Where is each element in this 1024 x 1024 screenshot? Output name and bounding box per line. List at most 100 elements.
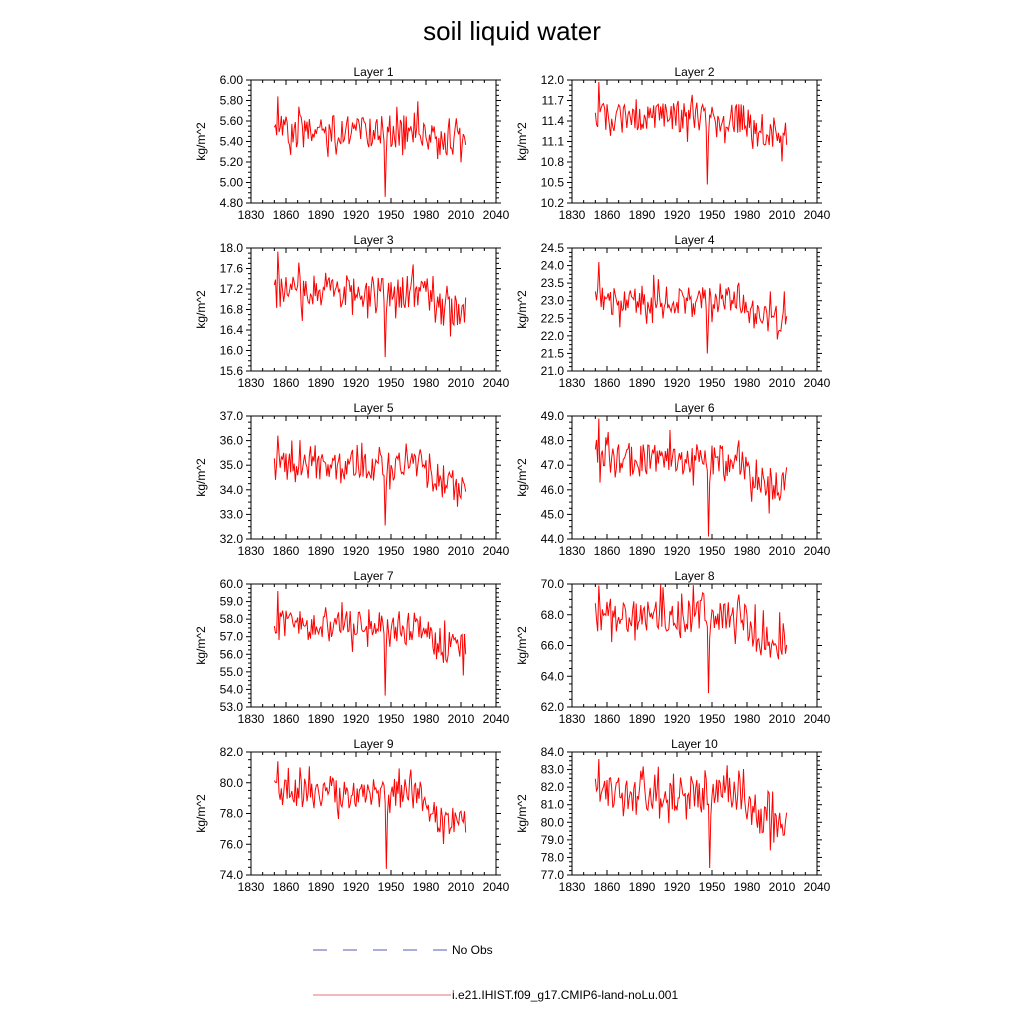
x-tick-label: 1860 [273, 208, 300, 222]
panel-layer-6: Layer 6 kg/m^2 1830 1860 1890 1920 1950 1980 201… [515, 401, 831, 558]
y-tick-label: 15.6 [220, 364, 244, 378]
panel-layer-4: Layer 4 kg/m^2 1830 1860 1890 1920 1950 1980 201… [515, 233, 831, 390]
panel-layer-1: Layer 1 kg/m^2 1830 1860 1890 1920 1950 1980 201… [194, 65, 510, 222]
x-tick-label: 1950 [378, 880, 405, 894]
x-tick-label: 1860 [594, 544, 621, 558]
y-tick-label: 16.8 [220, 303, 244, 317]
y-tick-label: 23.5 [541, 276, 565, 290]
y-tick-label: 57.0 [220, 630, 244, 644]
y-axis-label: kg/m^2 [194, 626, 208, 665]
x-tick-label: 1860 [273, 544, 300, 558]
x-tick-label: 1980 [734, 544, 761, 558]
y-tick-label: 78.0 [541, 850, 565, 864]
panel-layer-5: Layer 5 kg/m^2 1830 1860 1890 1920 1950 1980 201… [194, 401, 510, 558]
x-tick-label: 1830 [559, 880, 586, 894]
x-tick-label: 1860 [273, 712, 300, 726]
y-tick-label: 46.0 [541, 483, 565, 497]
y-tick-label: 11.4 [542, 114, 565, 128]
panel-layer-7: Layer 7 kg/m^2 1830 1860 1890 1920 1950 1980 201… [194, 569, 510, 726]
x-tick-label: 1890 [629, 544, 656, 558]
y-tick-label: 83.0 [541, 763, 565, 777]
x-tick-label: 1950 [378, 544, 405, 558]
y-tick-label: 45.0 [541, 507, 565, 521]
x-tick-label: 2010 [769, 880, 796, 894]
x-tick-label: 1950 [378, 208, 405, 222]
x-tick-label: 2040 [483, 880, 510, 894]
x-tick-label: 1890 [629, 880, 656, 894]
series-line [273, 435, 467, 526]
y-tick-label: 54.0 [220, 682, 244, 696]
x-tick-label: 1920 [664, 376, 691, 390]
legend: No Obs i.e21.IHIST.f09_g17.CMIP6-land-no… [313, 943, 678, 1002]
y-tick-label: 77.0 [541, 868, 565, 882]
panel-layer-10: Layer 10 kg/m^2 1830 1860 1890 1920 1950 1980 20… [515, 737, 831, 894]
x-tick-label: 1830 [238, 208, 265, 222]
x-tick-label: 1830 [559, 208, 586, 222]
x-tick-label: 1920 [343, 208, 370, 222]
y-tick-label: 37.0 [220, 409, 244, 423]
x-tick-label: 1860 [594, 208, 621, 222]
x-tick-label: 1920 [664, 544, 691, 558]
y-tick-label: 33.0 [220, 507, 244, 521]
y-tick-label: 22.5 [541, 311, 565, 325]
y-tick-label: 18.0 [220, 241, 244, 255]
series-line [273, 96, 467, 197]
y-tick-label: 17.6 [220, 262, 244, 276]
y-axis-label: kg/m^2 [515, 794, 529, 833]
x-tick-label: 1980 [413, 376, 440, 390]
x-tick-label: 1980 [734, 208, 761, 222]
y-tick-label: 10.5 [541, 176, 565, 190]
x-tick-label: 1980 [413, 712, 440, 726]
series-line [273, 591, 467, 696]
x-tick-label: 1890 [629, 376, 656, 390]
x-tick-label: 1950 [378, 712, 405, 726]
y-tick-label: 53.0 [220, 700, 244, 714]
x-tick-label: 2040 [804, 208, 831, 222]
y-tick-label: 10.8 [541, 155, 565, 169]
panel-title: Layer 5 [353, 401, 393, 415]
y-tick-label: 80.0 [220, 776, 244, 790]
y-tick-label: 64.0 [541, 669, 565, 683]
y-tick-label: 81.0 [541, 798, 565, 812]
x-tick-label: 1980 [413, 880, 440, 894]
x-tick-label: 1830 [559, 544, 586, 558]
y-tick-label: 11.7 [542, 94, 565, 108]
panel-title: Layer 3 [353, 233, 393, 247]
y-tick-label: 62.0 [541, 700, 565, 714]
y-tick-label: 24.5 [541, 241, 565, 255]
y-tick-label: 16.0 [220, 344, 244, 358]
y-tick-label: 5.00 [220, 176, 244, 190]
y-axis-label: kg/m^2 [194, 794, 208, 833]
y-tick-label: 56.0 [220, 647, 244, 661]
y-tick-label: 34.0 [220, 483, 244, 497]
series-line [273, 251, 467, 358]
y-tick-label: 11.1 [542, 135, 565, 149]
panel-title: Layer 6 [674, 401, 714, 415]
x-tick-label: 2040 [483, 712, 510, 726]
panel-layer-2: Layer 2 kg/m^2 1830 1860 1890 1920 1950 1980 201… [515, 65, 831, 222]
panel-layer-9: Layer 9 kg/m^2 1830 1860 1890 1920 1950 1980 201… [194, 737, 510, 894]
y-tick-label: 22.0 [541, 329, 565, 343]
x-tick-label: 1890 [308, 544, 335, 558]
x-tick-label: 1890 [629, 712, 656, 726]
y-tick-label: 78.0 [220, 807, 244, 821]
series-line [594, 82, 788, 185]
x-tick-label: 1830 [238, 712, 265, 726]
x-tick-label: 1980 [413, 544, 440, 558]
series-line [594, 759, 788, 868]
y-tick-label: 5.40 [220, 135, 244, 149]
x-tick-label: 2040 [804, 376, 831, 390]
x-tick-label: 2040 [804, 544, 831, 558]
panel-title: Layer 8 [674, 569, 714, 583]
y-tick-label: 21.0 [541, 364, 565, 378]
x-tick-label: 1980 [734, 376, 761, 390]
x-tick-label: 1890 [308, 712, 335, 726]
panel-title: Layer 9 [353, 737, 393, 751]
x-tick-label: 2040 [483, 376, 510, 390]
y-tick-label: 58.0 [220, 612, 244, 626]
panel-title: Layer 7 [353, 569, 393, 583]
y-tick-label: 21.5 [541, 346, 565, 360]
x-tick-label: 1920 [664, 712, 691, 726]
x-tick-label: 1890 [308, 376, 335, 390]
